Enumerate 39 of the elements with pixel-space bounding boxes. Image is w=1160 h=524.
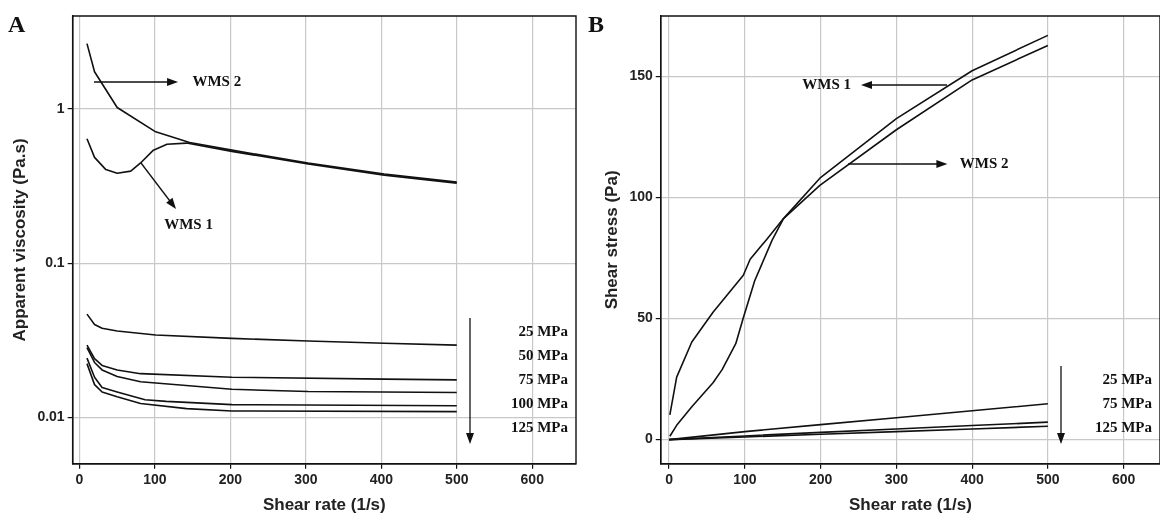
- annotation: WMS 2: [192, 72, 242, 89]
- x-axis-title: Shear rate (1/s): [848, 495, 972, 515]
- x-tick-label: 300: [294, 471, 318, 488]
- x-tick-label: 100: [733, 471, 757, 488]
- annotation: 100 MPa: [510, 394, 569, 411]
- x-tick-label: 300: [884, 471, 909, 488]
- y-tick-label: 0.1: [45, 253, 65, 270]
- annotation: WMS 2: [959, 154, 1009, 171]
- y-axis-title: Apparent viscosity (Pa.s): [9, 138, 29, 342]
- annotation: WMS 1: [802, 76, 852, 93]
- x-tick-label: 600: [520, 471, 545, 488]
- x-tick-label: 0: [665, 471, 674, 488]
- x-tick-label: 600: [1111, 471, 1136, 488]
- annotation: 50 MPa: [518, 346, 569, 363]
- y-tick-label: 150: [629, 67, 653, 84]
- x-axis-title: Shear rate (1/s): [262, 495, 386, 515]
- y-tick-label: 1: [56, 99, 65, 116]
- annotation: 125 MPa: [510, 418, 569, 435]
- y-tick-label: 100: [629, 188, 653, 205]
- x-tick-label: 400: [960, 471, 985, 488]
- annotation: 25 MPa: [1102, 370, 1153, 387]
- annotation: 75 MPa: [1102, 394, 1153, 411]
- annotation: 25 MPa: [518, 322, 569, 339]
- y-tick-label: 0.01: [37, 408, 65, 425]
- y-tick-label: 50: [637, 309, 653, 326]
- annotation: WMS 1: [164, 215, 213, 232]
- x-tick-label: 200: [808, 471, 833, 488]
- x-tick-label: 100: [143, 471, 167, 488]
- chart-title: A: [8, 11, 26, 38]
- x-tick-label: 0: [75, 471, 84, 488]
- x-tick-label: 500: [445, 471, 469, 488]
- y-axis-title: Shear stress (Pa): [601, 170, 621, 310]
- y-tick-label: 0: [644, 430, 653, 447]
- x-tick-label: 500: [1036, 471, 1060, 488]
- x-tick-label: 200: [218, 471, 243, 488]
- x-tick-label: 400: [369, 471, 394, 488]
- chart-title: B: [588, 11, 605, 38]
- annotation: 75 MPa: [518, 370, 569, 387]
- annotation: 125 MPa: [1094, 418, 1153, 435]
